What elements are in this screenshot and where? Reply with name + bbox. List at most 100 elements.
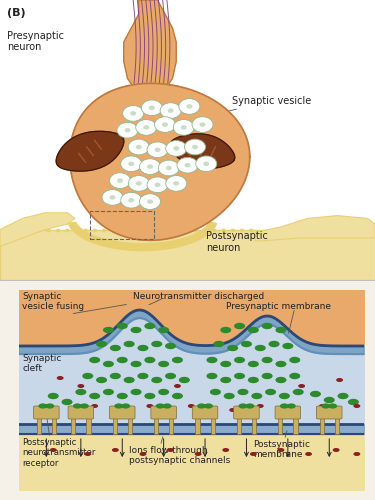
- Circle shape: [136, 120, 157, 135]
- Circle shape: [124, 377, 135, 383]
- Circle shape: [73, 404, 82, 408]
- Circle shape: [333, 448, 340, 452]
- Circle shape: [110, 345, 121, 351]
- Circle shape: [162, 122, 168, 127]
- Circle shape: [154, 148, 160, 152]
- Circle shape: [197, 404, 206, 408]
- Circle shape: [184, 163, 190, 168]
- Circle shape: [268, 341, 280, 347]
- Circle shape: [130, 389, 142, 395]
- Circle shape: [117, 357, 128, 363]
- Circle shape: [62, 399, 73, 405]
- Circle shape: [137, 345, 148, 351]
- Bar: [112, 414, 117, 434]
- Circle shape: [130, 111, 136, 116]
- Circle shape: [168, 108, 174, 113]
- Circle shape: [82, 373, 93, 379]
- Text: Presynaptic
neuron: Presynaptic neuron: [8, 31, 64, 52]
- Circle shape: [144, 357, 155, 363]
- Circle shape: [184, 139, 206, 155]
- Circle shape: [279, 393, 290, 399]
- Polygon shape: [124, 0, 176, 104]
- Circle shape: [173, 146, 179, 150]
- Circle shape: [96, 341, 107, 347]
- Circle shape: [250, 452, 257, 456]
- Text: Ions flow through
postsynaptic channels: Ions flow through postsynaptic channels: [129, 446, 230, 466]
- Circle shape: [204, 404, 213, 408]
- Bar: [320, 414, 324, 434]
- Circle shape: [130, 361, 142, 367]
- Circle shape: [154, 182, 160, 187]
- Circle shape: [179, 377, 190, 383]
- Circle shape: [287, 404, 296, 408]
- Circle shape: [149, 106, 155, 110]
- Circle shape: [57, 376, 64, 380]
- Circle shape: [103, 361, 114, 367]
- Circle shape: [220, 377, 231, 383]
- Circle shape: [158, 160, 179, 176]
- Bar: [237, 414, 241, 434]
- Circle shape: [165, 343, 176, 349]
- Circle shape: [336, 378, 343, 382]
- Circle shape: [128, 176, 149, 191]
- Circle shape: [181, 125, 187, 130]
- Circle shape: [206, 357, 218, 363]
- Bar: [90, 212, 154, 240]
- Circle shape: [43, 404, 50, 408]
- Circle shape: [353, 452, 360, 456]
- Circle shape: [229, 408, 236, 412]
- Circle shape: [117, 178, 123, 183]
- Circle shape: [158, 389, 169, 395]
- Circle shape: [321, 404, 330, 408]
- Circle shape: [147, 142, 168, 158]
- Circle shape: [77, 384, 84, 388]
- Circle shape: [128, 139, 149, 155]
- Circle shape: [265, 389, 276, 395]
- Circle shape: [192, 117, 213, 132]
- Polygon shape: [255, 216, 375, 241]
- Circle shape: [158, 361, 169, 367]
- Circle shape: [163, 404, 172, 408]
- Circle shape: [179, 98, 200, 114]
- Circle shape: [195, 452, 202, 456]
- Circle shape: [151, 341, 162, 347]
- Circle shape: [251, 393, 262, 399]
- Circle shape: [328, 404, 337, 408]
- FancyBboxPatch shape: [151, 406, 176, 419]
- Circle shape: [224, 393, 235, 399]
- Circle shape: [298, 384, 305, 388]
- Circle shape: [89, 393, 100, 399]
- Circle shape: [103, 389, 114, 395]
- Bar: [71, 414, 75, 434]
- Circle shape: [177, 158, 198, 173]
- Text: Neurotransmitter discharged: Neurotransmitter discharged: [133, 292, 264, 301]
- Polygon shape: [68, 222, 217, 250]
- Circle shape: [124, 128, 130, 132]
- Circle shape: [144, 323, 155, 329]
- FancyBboxPatch shape: [316, 406, 342, 419]
- Circle shape: [262, 357, 273, 363]
- Circle shape: [172, 357, 183, 363]
- Circle shape: [110, 173, 130, 188]
- Circle shape: [117, 122, 138, 138]
- Circle shape: [338, 393, 349, 399]
- Circle shape: [147, 177, 168, 192]
- Circle shape: [38, 404, 47, 408]
- Circle shape: [262, 373, 273, 379]
- Circle shape: [348, 399, 359, 405]
- Circle shape: [45, 404, 54, 408]
- Circle shape: [80, 404, 89, 408]
- Bar: [86, 414, 90, 434]
- Circle shape: [222, 448, 229, 452]
- Circle shape: [117, 393, 128, 399]
- Circle shape: [144, 393, 155, 399]
- Circle shape: [255, 345, 266, 351]
- Circle shape: [319, 404, 326, 408]
- Circle shape: [206, 373, 218, 379]
- Polygon shape: [70, 84, 250, 240]
- Bar: [37, 414, 41, 434]
- Circle shape: [123, 106, 144, 121]
- Circle shape: [140, 452, 146, 456]
- Circle shape: [110, 373, 121, 379]
- Text: Synaptic vesicle: Synaptic vesicle: [168, 96, 312, 126]
